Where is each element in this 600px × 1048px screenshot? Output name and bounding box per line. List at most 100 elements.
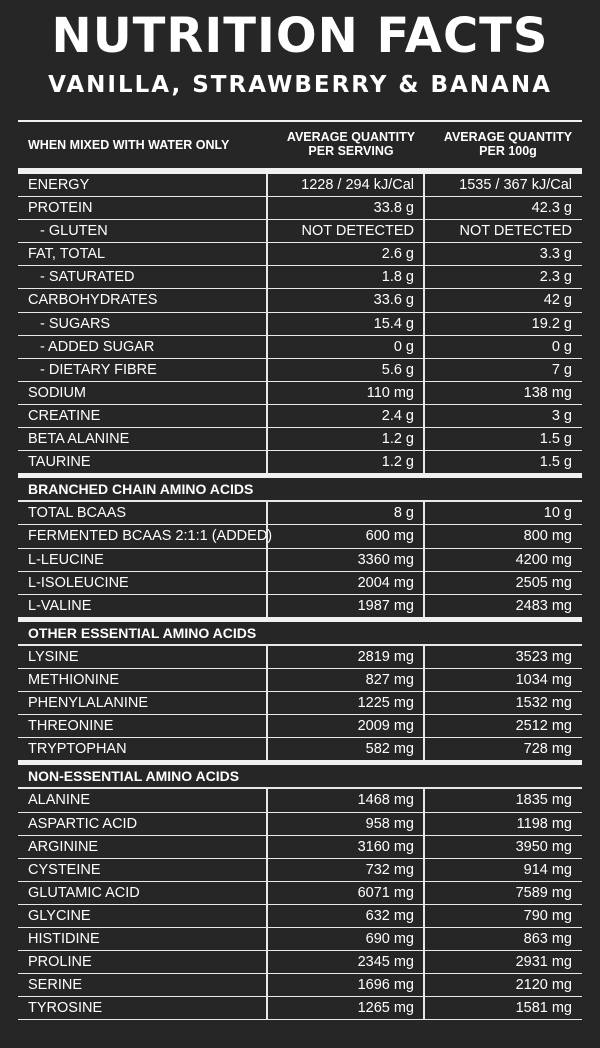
- column-divider: [266, 812, 268, 835]
- column-divider: [423, 974, 425, 997]
- column-divider: [423, 266, 425, 289]
- per-100g-value: 3950 mg: [515, 838, 572, 855]
- column-divider: [423, 904, 425, 927]
- table-row: ENERGY 1228 / 294 kJ/Cal 1535 / 367 kJ/Cal: [18, 174, 582, 198]
- column-divider: [423, 835, 425, 858]
- column-header-per-100g: AVERAGE QUANTITY PER 100g: [438, 130, 578, 158]
- per-100g-value: 7589 mg: [515, 884, 572, 901]
- per-100g-value: 3523 mg: [515, 648, 572, 665]
- per-serving-value: 1987 mg: [357, 597, 414, 614]
- column-divider: [266, 243, 268, 266]
- column-divider: [423, 220, 425, 243]
- table-row: ASPARTIC ACID 958 mg 1198 mg: [18, 812, 582, 836]
- per-serving-value: 1265 mg: [357, 1000, 414, 1017]
- column-divider: [423, 928, 425, 951]
- table-row: PROLINE 2345 mg 2931 mg: [18, 951, 582, 975]
- column-divider: [423, 335, 425, 358]
- column-divider: [423, 197, 425, 220]
- column-divider: [266, 571, 268, 594]
- per-serving-value: 1228 / 294 kJ/Cal: [301, 177, 414, 193]
- per-100g-value: 42.3 g: [531, 200, 572, 217]
- per-serving-value: 958 mg: [365, 815, 414, 832]
- per-100g-value: 2.3 g: [539, 269, 572, 286]
- table-row: CYSTEINE 732 mg 914 mg: [18, 858, 582, 882]
- per-serving-value: 732 mg: [365, 861, 414, 878]
- per-serving-value: 582 mg: [365, 741, 414, 758]
- per-serving-value: 8 g: [393, 505, 414, 522]
- per-100g-value: 914 mg: [523, 861, 572, 878]
- per-100g-value: 2931 mg: [515, 954, 572, 971]
- section-title: BRANCHED CHAIN AMINO ACIDS: [28, 481, 254, 498]
- per-100g-value: 863 mg: [523, 931, 572, 947]
- table-row: TAURINE 1.2 g 1.5 g: [18, 451, 582, 479]
- per-100g-value: 19.2 g: [531, 315, 572, 332]
- nutrient-name: CYSTEINE: [28, 861, 101, 878]
- per-serving-value: 2819 mg: [357, 648, 414, 665]
- column-divider: [423, 404, 425, 428]
- per-serving-value: 1.2 g: [381, 431, 414, 448]
- column-divider: [423, 381, 425, 404]
- per-100g-value: 1581 mg: [515, 1000, 572, 1017]
- column-header-per-100g-line1: AVERAGE QUANTITY: [443, 130, 573, 144]
- table-row: - DIETARY FIBRE 5.6 g 7 g: [18, 358, 582, 382]
- column-divider: [266, 951, 268, 974]
- column-divider: [423, 738, 425, 761]
- per-100g-value: 2483 mg: [515, 597, 572, 614]
- table-row: TYROSINE 1265 mg 1581 mg: [18, 997, 582, 1021]
- nutrient-name: CREATINE: [28, 407, 101, 424]
- nutrient-name: CARBOHYDRATES: [28, 292, 158, 309]
- nutrient-name: PROTEIN: [28, 200, 93, 217]
- per-100g-value: 1835 mg: [515, 792, 572, 809]
- table-row: CREATINE 2.4 g 3 g: [18, 404, 582, 429]
- column-divider: [266, 835, 268, 858]
- column-divider: [423, 951, 425, 974]
- table-row: L-LEUCINE 3360 mg 4200 mg: [18, 548, 582, 572]
- nutrient-name: FERMENTED BCAAS 2:1:1 (ADDED): [28, 528, 273, 545]
- per-100g-value: 138 mg: [523, 384, 572, 401]
- table-row: ARGININE 3160 mg 3950 mg: [18, 835, 582, 859]
- column-divider: [266, 904, 268, 927]
- column-divider: [266, 789, 268, 812]
- nutrient-name: L-ISOLEUCINE: [28, 574, 129, 591]
- column-divider: [266, 174, 268, 197]
- column-divider: [266, 858, 268, 881]
- per-100g-value: 3.3 g: [539, 246, 572, 263]
- table-row: TRYPTOPHAN 582 mg 728 mg: [18, 738, 582, 766]
- per-100g-value: 4200 mg: [515, 551, 572, 568]
- nutrient-name: SERINE: [28, 977, 82, 994]
- nutrient-name: - SATURATED: [40, 269, 135, 286]
- per-serving-value: 2009 mg: [357, 718, 414, 735]
- column-divider: [423, 881, 425, 904]
- table-row: PHENYLALANINE 1225 mg 1532 mg: [18, 692, 582, 716]
- nutrient-name: TYROSINE: [28, 1000, 103, 1017]
- table-row: HISTIDINE 690 mg 863 mg: [18, 928, 582, 952]
- per-100g-value: 2512 mg: [515, 718, 572, 735]
- table-row: SODIUM 110 mg 138 mg: [18, 381, 582, 405]
- nutrient-name: - SUGARS: [40, 315, 111, 332]
- per-serving-value: 3360 mg: [357, 551, 414, 568]
- per-serving-value: 827 mg: [365, 671, 414, 688]
- column-divider: [423, 715, 425, 738]
- per-100g-value: 790 mg: [523, 907, 572, 924]
- column-divider: [266, 335, 268, 358]
- nutrition-table: WHEN MIXED WITH WATER ONLY AVERAGE QUANT…: [18, 120, 582, 1044]
- column-divider: [423, 243, 425, 266]
- table-row: BETA ALANINE 1.2 g 1.5 g: [18, 428, 582, 452]
- column-divider: [266, 974, 268, 997]
- nutrient-name: ALANINE: [28, 792, 91, 809]
- per-serving-value: 1.2 g: [381, 454, 414, 471]
- column-divider: [423, 502, 425, 525]
- table-row: L-ISOLEUCINE 2004 mg 2505 mg: [18, 571, 582, 595]
- column-divider: [266, 404, 268, 428]
- table-row: METHIONINE 827 mg 1034 mg: [18, 668, 582, 693]
- per-100g-value: 1535 / 367 kJ/Cal: [459, 177, 572, 193]
- column-header-per-serving-line2: PER SERVING: [308, 144, 394, 158]
- column-divider: [423, 997, 425, 1020]
- nutrient-name: TAURINE: [28, 454, 91, 471]
- column-divider: [266, 645, 268, 668]
- column-divider: [266, 197, 268, 220]
- column-divider: [423, 174, 425, 197]
- flavour-subtitle: VANILLA, STRAWBERRY & BANANA: [48, 72, 552, 98]
- per-100g-value: 1.5 g: [539, 431, 572, 448]
